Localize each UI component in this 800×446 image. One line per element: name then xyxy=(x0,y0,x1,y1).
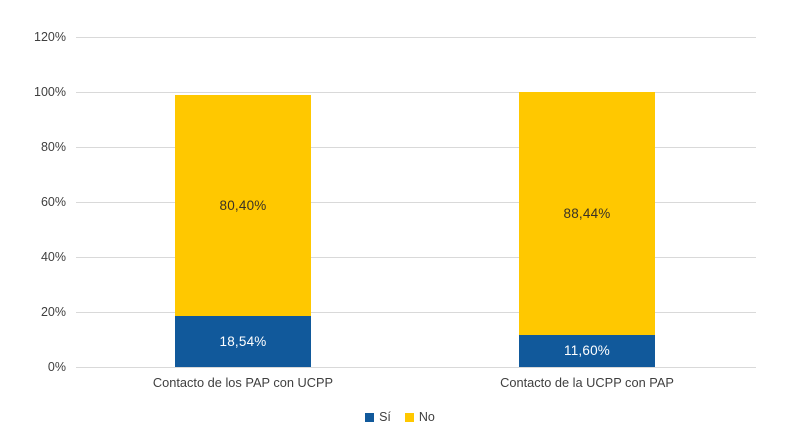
y-axis-tick-label-120: 120% xyxy=(34,29,66,44)
bar-group[interactable]: 88,44% 11,60% xyxy=(519,37,655,367)
bar-value-label: 11,60% xyxy=(564,343,610,359)
bar-segment-no[interactable]: 88,44% xyxy=(519,91,655,336)
gridline-60 xyxy=(76,202,756,203)
x-axis-category-label: Contacto de los PAP con UCPP xyxy=(152,375,334,390)
gridline-120 xyxy=(76,37,756,38)
y-axis-tick-label-40: 40% xyxy=(40,249,66,264)
gridline-80 xyxy=(76,147,756,148)
bar-segment-si[interactable]: 18,54% xyxy=(175,316,311,367)
x-axis-category-label: Contacto de la UCPP con PAP xyxy=(500,375,674,390)
chart-legend: Sí No xyxy=(0,411,800,424)
bar-segment-si[interactable]: 11,60% xyxy=(519,335,655,367)
legend-item-no[interactable]: No xyxy=(404,410,435,424)
bar-value-label: 18,54% xyxy=(219,333,267,349)
gridline-20 xyxy=(76,312,756,313)
gridline-0 xyxy=(76,367,756,368)
y-axis-tick-label-80: 80% xyxy=(40,139,66,154)
legend-swatch-icon xyxy=(404,412,414,422)
legend-swatch-icon xyxy=(365,412,375,422)
y-axis-tick-label-0: 0% xyxy=(47,359,66,374)
y-axis-tick-label-100: 100% xyxy=(34,84,66,99)
y-axis-tick-label-20: 20% xyxy=(40,304,66,319)
legend-item-si[interactable]: Sí xyxy=(365,411,391,424)
gridline-100 xyxy=(76,92,756,93)
bar-segment-no[interactable]: 80,40% xyxy=(175,94,311,317)
plot-area: 80,40% 18,54% 88,44% 11,60% xyxy=(76,37,756,368)
bar-value-label: 80,40% xyxy=(219,197,267,213)
legend-label: Sí xyxy=(379,410,391,424)
bar-value-label: 88,44% xyxy=(563,205,611,221)
bar-group[interactable]: 80,40% 18,54% xyxy=(175,37,311,367)
y-axis-tick-label-60: 60% xyxy=(40,194,66,209)
legend-label: No xyxy=(418,410,435,424)
gridline-40 xyxy=(76,257,756,258)
